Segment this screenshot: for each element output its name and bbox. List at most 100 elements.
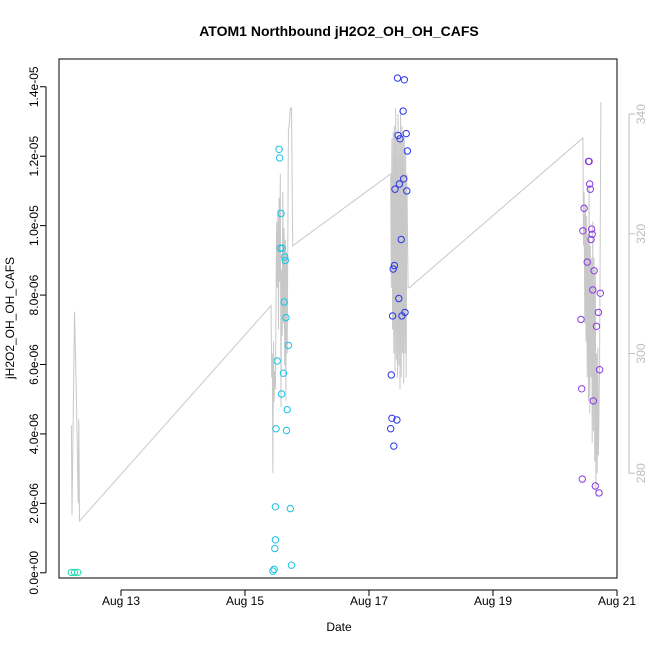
data-point — [282, 313, 290, 322]
data-point — [277, 209, 285, 218]
data-point — [577, 315, 585, 324]
data-point — [388, 414, 396, 422]
x-tick-label: Aug 19 — [474, 594, 512, 608]
data-point — [283, 405, 291, 414]
series-group — [577, 157, 604, 497]
data-point — [269, 567, 277, 575]
data-point — [284, 341, 293, 350]
data-point — [586, 180, 594, 188]
data-point — [595, 366, 604, 374]
secondary-trace-line — [70, 102, 602, 523]
data-point — [400, 175, 408, 183]
data-point — [281, 253, 289, 261]
data-point — [276, 244, 284, 252]
data-point — [403, 187, 411, 195]
series-group — [387, 74, 412, 450]
x-axis: Aug 13 Aug 15 Aug 17 Aug 19 Aug 21 — [102, 589, 636, 608]
data-point — [390, 442, 398, 450]
y-tick-label: 0.0e+00 — [27, 551, 41, 595]
data-point — [399, 107, 407, 115]
plot-area-border — [58, 58, 618, 579]
data-point — [592, 322, 601, 330]
y-tick-label: 4.0e-06 — [27, 413, 41, 454]
data-point — [278, 244, 286, 252]
data-point — [587, 225, 596, 233]
data-point — [579, 227, 587, 235]
x-tick-label: Aug 21 — [598, 594, 636, 608]
data-point — [578, 475, 586, 483]
data-point — [402, 129, 410, 138]
y2-tick-label: 280 — [634, 463, 648, 483]
data-point — [279, 369, 288, 377]
x-tick-label: Aug 13 — [102, 594, 140, 608]
data-point — [73, 568, 82, 577]
y-axis-label: jH2O2_OH_OH_CAFS — [3, 257, 17, 380]
y2-axis: 280 300 320 340 — [628, 104, 648, 483]
data-point — [393, 416, 401, 424]
data-point — [588, 230, 596, 239]
data-point — [272, 425, 280, 433]
data-point — [286, 504, 294, 513]
data-point — [585, 157, 593, 166]
data-point — [403, 147, 412, 155]
y-tick-label: 6.0e-06 — [27, 344, 41, 385]
data-point — [271, 544, 279, 553]
y-tick-label: 1.2e-05 — [27, 136, 41, 177]
data-point — [387, 425, 395, 433]
y2-tick-label: 300 — [634, 343, 648, 363]
data-point — [271, 503, 280, 511]
data-point — [70, 568, 79, 577]
data-point — [389, 265, 397, 273]
data-point — [270, 565, 278, 573]
data-point — [397, 235, 405, 244]
y-tick-label: 2.0e-06 — [27, 483, 41, 524]
data-point — [395, 180, 404, 188]
data-point — [271, 536, 280, 544]
y-tick-label: 8.0e-06 — [27, 274, 41, 315]
data-point — [388, 312, 397, 320]
data-point — [393, 74, 402, 82]
data-point — [396, 135, 404, 143]
data-point — [591, 482, 599, 490]
series-group — [67, 568, 82, 577]
data-point — [583, 258, 591, 266]
x-axis-label: Date — [326, 620, 352, 634]
data-point — [400, 76, 408, 84]
chart-title: ATOM1 Northbound jH2O2_OH_OH_CAFS — [199, 23, 479, 39]
secondary-line-layer — [70, 102, 602, 523]
data-point — [580, 204, 588, 213]
data-point — [287, 561, 296, 569]
data-point — [401, 308, 409, 317]
data-point — [590, 267, 598, 275]
data-point — [594, 308, 603, 317]
data-point — [395, 294, 403, 303]
data-point — [586, 185, 594, 193]
data-points-layer — [67, 74, 604, 577]
data-point — [281, 256, 289, 265]
data-point — [276, 154, 284, 162]
y-tick-label: 1.0e-05 — [27, 205, 41, 246]
data-point — [387, 371, 395, 379]
data-point — [589, 397, 598, 405]
data-point — [280, 298, 288, 306]
data-point — [589, 286, 597, 294]
y2-tick-label: 320 — [634, 223, 648, 243]
data-point — [391, 185, 399, 193]
data-point — [595, 489, 603, 497]
data-point — [277, 390, 286, 398]
data-point — [275, 145, 283, 154]
x-tick-label: Aug 17 — [350, 594, 388, 608]
y-tick-label: 1.4e-05 — [27, 66, 41, 107]
data-point — [390, 261, 399, 270]
x-tick-label: Aug 15 — [226, 594, 264, 608]
data-point — [587, 235, 595, 244]
data-point — [596, 289, 604, 297]
y2-tick-label: 340 — [634, 104, 648, 124]
y-axis: 0.0e+00 2.0e-06 4.0e-06 6.0e-06 8.0e-06 1.0e-… — [27, 66, 47, 595]
data-point — [273, 357, 281, 365]
series-group — [269, 145, 296, 575]
data-point — [282, 426, 291, 435]
data-point — [578, 385, 586, 393]
